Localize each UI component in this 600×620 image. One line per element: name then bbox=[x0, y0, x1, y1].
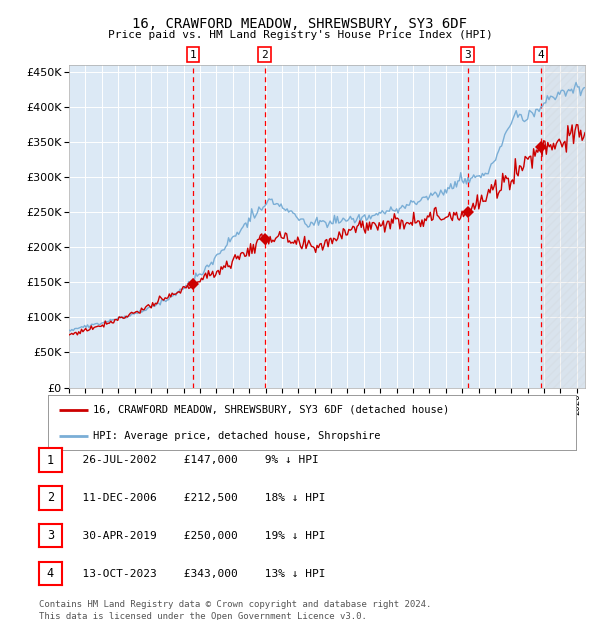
Text: 4: 4 bbox=[47, 567, 54, 580]
Text: 1: 1 bbox=[190, 50, 196, 60]
Text: 13-OCT-2023    £343,000    13% ↓ HPI: 13-OCT-2023 £343,000 13% ↓ HPI bbox=[69, 569, 325, 578]
Text: 3: 3 bbox=[464, 50, 471, 60]
Text: 26-JUL-2002    £147,000    9% ↓ HPI: 26-JUL-2002 £147,000 9% ↓ HPI bbox=[69, 455, 319, 465]
Text: 11-DEC-2006    £212,500    18% ↓ HPI: 11-DEC-2006 £212,500 18% ↓ HPI bbox=[69, 493, 325, 503]
Text: 16, CRAWFORD MEADOW, SHREWSBURY, SY3 6DF (detached house): 16, CRAWFORD MEADOW, SHREWSBURY, SY3 6DF… bbox=[93, 405, 449, 415]
Text: This data is licensed under the Open Government Licence v3.0.: This data is licensed under the Open Gov… bbox=[39, 612, 367, 620]
Text: HPI: Average price, detached house, Shropshire: HPI: Average price, detached house, Shro… bbox=[93, 431, 380, 441]
Text: 3: 3 bbox=[47, 529, 54, 542]
Text: Contains HM Land Registry data © Crown copyright and database right 2024.: Contains HM Land Registry data © Crown c… bbox=[39, 600, 431, 609]
Text: Price paid vs. HM Land Registry's House Price Index (HPI): Price paid vs. HM Land Registry's House … bbox=[107, 30, 493, 40]
Text: 16, CRAWFORD MEADOW, SHREWSBURY, SY3 6DF: 16, CRAWFORD MEADOW, SHREWSBURY, SY3 6DF bbox=[133, 17, 467, 32]
Text: 4: 4 bbox=[537, 50, 544, 60]
Text: 2: 2 bbox=[261, 50, 268, 60]
Text: 2: 2 bbox=[47, 492, 54, 504]
Bar bbox=[541, 65, 585, 388]
Text: 30-APR-2019    £250,000    19% ↓ HPI: 30-APR-2019 £250,000 19% ↓ HPI bbox=[69, 531, 325, 541]
Text: 1: 1 bbox=[47, 454, 54, 466]
